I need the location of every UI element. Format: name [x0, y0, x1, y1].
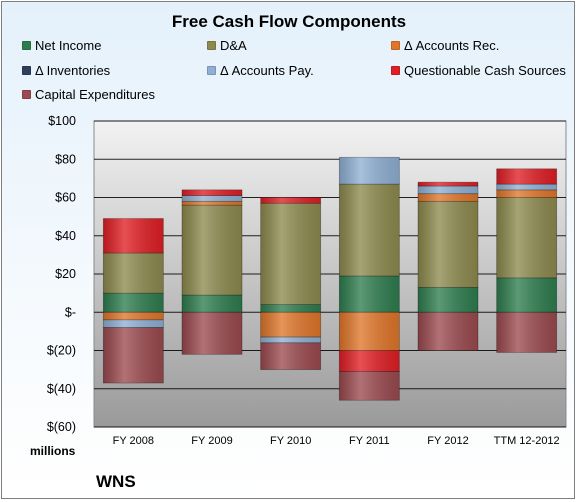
bar-segment-shading [103, 252, 164, 294]
legend-label: D&A [220, 37, 247, 53]
bar-segment-shading [260, 337, 321, 343]
legend-swatch [207, 65, 216, 75]
x-tick-label: FY 2012 [427, 435, 468, 447]
legend-swatch [391, 65, 400, 75]
bar-segment-shading [496, 197, 557, 278]
legend-label: Δ Accounts Rec. [404, 37, 500, 53]
bar-segment-shading [182, 295, 242, 313]
legend-item-questionable-cash: Questionable Cash Sources [391, 62, 566, 78]
legend-label: Net Income [35, 37, 102, 53]
legend-swatch [391, 40, 400, 50]
legend-swatch [22, 89, 31, 99]
y-tick-label: $80 [55, 152, 76, 166]
y-tick-label: $(40) [47, 382, 76, 396]
legend-swatch [22, 65, 31, 75]
x-tick-label: TTM 12-2012 [494, 435, 560, 447]
bar-segment-shading [339, 184, 400, 276]
bar-segment-shading [260, 304, 321, 313]
legend-label: Capital Expenditures [35, 86, 155, 102]
y-tick-label: $40 [55, 229, 76, 243]
bar-segment-shading [496, 312, 557, 353]
legend-item-accounts-rec: Δ Accounts Rec. [391, 37, 500, 53]
y-tick-label: $60 [55, 191, 76, 205]
bar-segment-shading [103, 312, 164, 320]
bar-segment-shading [260, 203, 321, 305]
bar-segment-shading [103, 218, 164, 253]
y-tick-label: $20 [55, 267, 76, 281]
y-tick-label: $(60) [47, 420, 76, 434]
legend-item-accounts-pay: Δ Accounts Pay. [207, 62, 314, 78]
company-label: WNS [96, 472, 136, 491]
bar-segment-shading [182, 195, 242, 202]
chart-title: Free Cash Flow Components [171, 12, 407, 31]
bar-segment-shading [418, 182, 478, 187]
legend-swatch [207, 40, 216, 50]
bar-segment-shading [339, 371, 400, 401]
bar-segment-shading [418, 193, 478, 202]
y-tick-label: $- [65, 305, 76, 319]
legend-item-capital-expenditures: Capital Expenditures [22, 86, 155, 102]
bar-segment-shading [182, 201, 242, 206]
bar-segment-shading [418, 312, 478, 351]
bar-segment-shading [339, 275, 400, 313]
legend-item-da: D&A [207, 37, 247, 53]
y-tick-label: $100 [48, 114, 76, 128]
legend-label: Δ Inventories [35, 62, 111, 78]
bar-segment-shading [418, 186, 478, 194]
x-tick-label: FY 2010 [270, 435, 311, 447]
bar-segment-shading [182, 205, 242, 296]
legend-swatch [22, 40, 31, 50]
bar-segment-shading [496, 277, 557, 313]
bar-segment-shading [496, 184, 557, 190]
bar-segment-shading [260, 197, 321, 204]
bar-segment-shading [260, 312, 321, 338]
bar-segment-shading [182, 312, 242, 355]
legend-label: Questionable Cash Sources [404, 62, 566, 78]
bar-segment-shading [418, 287, 478, 313]
bar-segment-shading [339, 157, 400, 185]
bar-segment-shading [339, 350, 400, 372]
legend-label: Δ Accounts Pay. [220, 62, 314, 78]
x-tick-label: FY 2011 [349, 435, 390, 447]
y-tick-label: $(20) [47, 344, 76, 358]
units-label: millions [30, 444, 76, 458]
legend-item-net-income: Net Income [22, 37, 102, 53]
x-tick-label: FY 2009 [191, 435, 232, 447]
bar-segment-shading [496, 189, 557, 198]
legend-item-inventories: Δ Inventories [22, 62, 111, 78]
bar-segment-shading [103, 319, 164, 328]
bar-segment-shading [339, 312, 400, 351]
bar-segment-shading [496, 168, 557, 185]
bar-segment-shading [418, 201, 478, 288]
bar-segment-shading [103, 293, 164, 313]
bar-segment-shading [260, 342, 321, 370]
x-tick-label: FY 2008 [113, 435, 154, 447]
bar-segment-shading [182, 189, 242, 196]
bar-segment-shading [103, 327, 164, 384]
